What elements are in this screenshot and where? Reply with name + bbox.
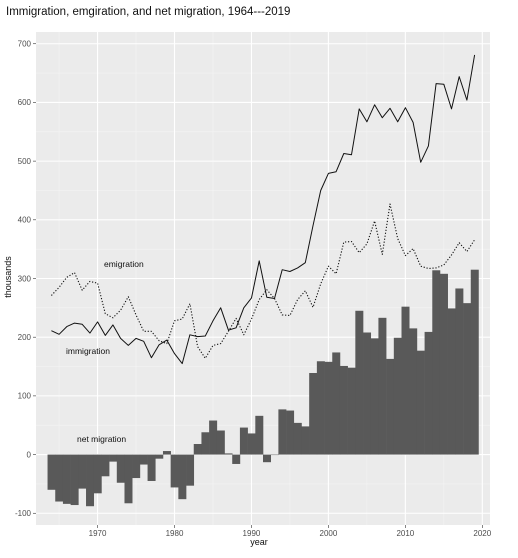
net-migration-bar	[247, 433, 256, 455]
net-migration-bar	[301, 426, 310, 455]
y-axis-title: thousands	[3, 256, 13, 298]
emigration-line	[50, 203, 476, 359]
y-tick-label: 100	[18, 392, 32, 401]
net-migration-bar	[370, 338, 379, 455]
net-migration-bar	[355, 310, 364, 455]
x-tick-label: 1990	[243, 529, 261, 538]
annotation-net-migration: net migration	[77, 434, 126, 444]
x-axis-title: year	[250, 537, 268, 547]
net-migration-bars	[47, 269, 479, 507]
chart-title: Immigration, emgiration, and net migrati…	[6, 6, 291, 18]
x-tick-label: 2000	[320, 529, 338, 538]
net-migration-bar	[339, 365, 348, 455]
net-migration-bar	[386, 358, 395, 455]
net-migration-bar	[255, 415, 264, 455]
annotation-immigration: immigration	[66, 346, 110, 356]
net-migration-bar	[70, 454, 79, 506]
y-tick-label: 400	[18, 216, 32, 225]
y-tick-label: 300	[18, 274, 32, 283]
net-migration-bar	[270, 454, 279, 456]
net-migration-bar	[216, 430, 225, 455]
net-migration-bar	[439, 273, 448, 455]
net-migration-bar	[470, 269, 479, 455]
net-migration-bar	[116, 454, 125, 483]
y-tick-label: 0	[27, 450, 32, 459]
net-migration-bar	[432, 270, 441, 455]
x-tick-label: 2010	[396, 529, 414, 538]
net-migration-bar	[55, 454, 64, 502]
net-migration-bar	[86, 454, 95, 507]
net-migration-bar	[139, 454, 148, 465]
net-migration-bar	[201, 432, 210, 455]
y-tick-label: 500	[18, 157, 32, 166]
immigration-line	[51, 54, 476, 365]
net-migration-bar	[401, 306, 410, 455]
net-migration-bar	[332, 352, 341, 455]
net-migration-bar	[186, 454, 195, 486]
net-migration-bar	[155, 454, 164, 459]
net-migration-bar	[263, 454, 271, 463]
net-migration-bar	[347, 367, 356, 455]
y-tick-label: 700	[18, 40, 32, 49]
net-migration-bar	[178, 454, 187, 500]
net-migration-bar	[109, 454, 118, 462]
net-migration-bar	[124, 454, 133, 504]
net-migration-bar	[132, 454, 141, 479]
y-tick-label: 200	[18, 333, 32, 342]
x-tick-label: 1970	[89, 529, 107, 538]
x-tick-label: 1980	[166, 529, 184, 538]
net-migration-bar	[193, 444, 202, 455]
net-migration-bar	[232, 454, 241, 464]
y-tick-label: 600	[18, 98, 32, 107]
net-migration-bar	[447, 308, 456, 455]
net-migration-bar	[93, 454, 102, 494]
net-migration-bar	[170, 454, 179, 488]
net-migration-bar	[239, 427, 248, 455]
net-migration-bar	[62, 454, 71, 504]
annotation-emigration: emigration	[104, 259, 144, 269]
net-migration-bar	[101, 454, 110, 477]
net-migration-bar	[393, 337, 402, 455]
net-migration-bar	[316, 361, 325, 455]
net-migration-bar	[224, 453, 233, 455]
axis-ticks: -100 0 100 200 300 400 500 600 700 1970 1980 1990 20…	[15, 40, 492, 538]
net-migration-bar	[463, 303, 472, 455]
net-migration-bar	[209, 420, 218, 455]
y-tick-label: -100	[15, 509, 32, 518]
net-migration-bar	[309, 372, 318, 455]
net-migration-bar	[147, 454, 156, 481]
net-migration-bar	[424, 331, 433, 455]
net-migration-bar	[324, 361, 333, 455]
net-migration-bar	[409, 328, 418, 455]
net-migration-bar	[278, 409, 287, 455]
net-migration-bar	[162, 451, 171, 455]
net-migration-bar	[378, 317, 387, 455]
x-tick-label: 2020	[473, 529, 491, 538]
migration-lines	[50, 54, 476, 365]
net-migration-bar	[293, 422, 302, 455]
net-migration-bar	[286, 410, 295, 455]
net-migration-bar	[47, 454, 56, 490]
net-migration-bar	[455, 288, 464, 455]
net-migration-bar	[416, 350, 425, 455]
net-migration-bar	[78, 454, 87, 489]
net-migration-bar	[363, 332, 372, 455]
